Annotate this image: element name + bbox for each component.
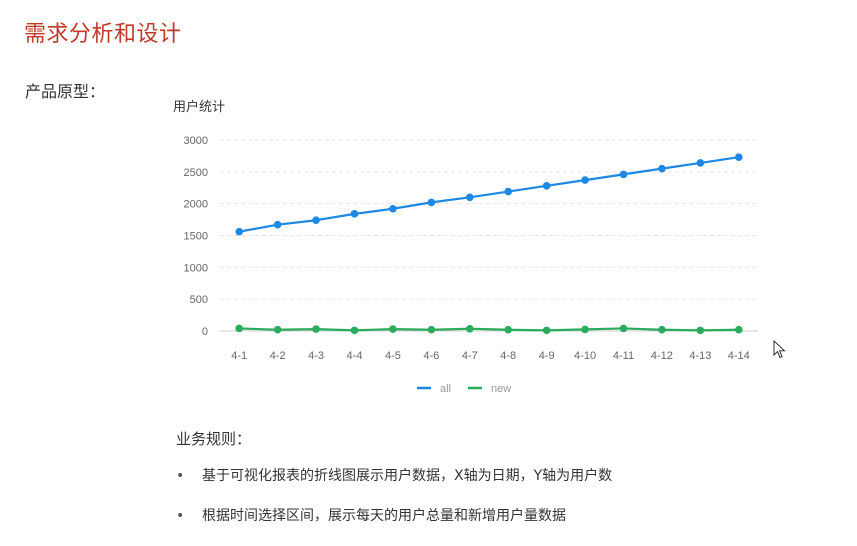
business-rules-list: • 基于可视化报表的折线图展示用户数据，X轴为日期，Y轴为用户数 • 根据时间选… bbox=[176, 466, 612, 546]
data-point-all bbox=[734, 153, 743, 161]
y-tick-label: 1000 bbox=[184, 262, 208, 274]
data-point-all bbox=[273, 220, 282, 229]
data-point-new bbox=[427, 325, 436, 334]
bullet: • bbox=[176, 468, 185, 484]
x-tick-label: 4-14 bbox=[728, 350, 750, 362]
y-tick-label: 500 bbox=[190, 294, 208, 306]
data-point-new bbox=[273, 325, 282, 334]
data-point-new bbox=[389, 325, 397, 333]
data-point-all bbox=[465, 193, 474, 202]
x-tick-label: 4-10 bbox=[574, 350, 596, 362]
bullet: • bbox=[176, 508, 185, 524]
rule-item: • 根据时间选择区间，展示每天的用户总量和新增用户量数据 bbox=[176, 506, 612, 526]
y-tick-label: 2500 bbox=[184, 167, 208, 179]
chart-title: 用户统计 bbox=[173, 99, 225, 115]
data-point-all bbox=[504, 187, 513, 196]
data-point-new bbox=[581, 325, 589, 334]
data-point-all bbox=[619, 170, 628, 179]
data-point-new bbox=[350, 326, 359, 335]
data-point-new bbox=[619, 324, 628, 333]
x-tick-label: 4-7 bbox=[462, 350, 478, 362]
rule-item: • 基于可视化报表的折线图展示用户数据，X轴为日期，Y轴为用户数 bbox=[176, 466, 612, 486]
business-rules-title: 业务规则： bbox=[176, 430, 252, 448]
x-tick-label: 4-12 bbox=[651, 350, 673, 362]
x-tick-label: 4-9 bbox=[539, 350, 555, 362]
prototype-label: 产品原型： bbox=[25, 82, 106, 101]
series-line-new bbox=[239, 327, 739, 332]
data-point-all bbox=[312, 216, 320, 225]
rule-text: 根据时间选择区间，展示每天的用户总量和新增用户量数据 bbox=[202, 508, 566, 524]
x-tick-label: 4-5 bbox=[385, 350, 401, 362]
x-tick-label: 4-4 bbox=[347, 350, 363, 362]
y-tick-label: 3000 bbox=[184, 135, 208, 147]
data-point-all bbox=[427, 198, 436, 207]
user-stats-chart: 用户统计 0 500 1000 1500 2000 2500 3000 4-1 4-2 4-3 4-4… bbox=[168, 92, 768, 412]
x-tick-label: 4-8 bbox=[500, 350, 516, 362]
data-point-all bbox=[389, 204, 397, 213]
data-point-new bbox=[504, 325, 513, 334]
x-tick-label: 4-3 bbox=[308, 350, 324, 362]
x-tick-label: 4-11 bbox=[613, 350, 634, 362]
y-tick-label: 0 bbox=[202, 326, 208, 338]
data-point-new bbox=[734, 325, 743, 334]
y-tick-label: 2000 bbox=[184, 199, 208, 211]
chart-canvas: 用户统计 0 500 1000 1500 2000 2500 3000 4-1 4-2 4-3 4-4… bbox=[173, 99, 758, 395]
data-point-new bbox=[312, 325, 320, 333]
data-point-all bbox=[658, 164, 666, 173]
data-point-new bbox=[658, 325, 666, 334]
data-point-all bbox=[581, 176, 589, 184]
data-point-new bbox=[235, 324, 244, 333]
x-tick-label: 4-1 bbox=[231, 350, 247, 362]
data-point-new bbox=[465, 324, 474, 333]
y-tick-label: 1500 bbox=[184, 231, 208, 243]
page-title: 需求分析和设计 bbox=[24, 22, 182, 47]
x-tick-label: 4-2 bbox=[270, 350, 286, 362]
data-point-new bbox=[696, 326, 705, 335]
x-tick-label: 4-13 bbox=[689, 350, 711, 362]
data-point-all bbox=[542, 182, 551, 190]
data-point-all bbox=[696, 159, 705, 167]
legend-label-all: all bbox=[440, 383, 451, 395]
data-point-new bbox=[542, 326, 551, 335]
data-point-all bbox=[235, 227, 244, 236]
legend-label-new: new bbox=[491, 383, 511, 395]
mouse-cursor-icon bbox=[773, 340, 786, 359]
rule-text: 基于可视化报表的折线图展示用户数据，X轴为日期，Y轴为用户数 bbox=[202, 468, 613, 484]
series-line-all bbox=[239, 156, 739, 233]
data-point-all bbox=[350, 210, 359, 218]
x-tick-label: 4-6 bbox=[423, 350, 439, 362]
